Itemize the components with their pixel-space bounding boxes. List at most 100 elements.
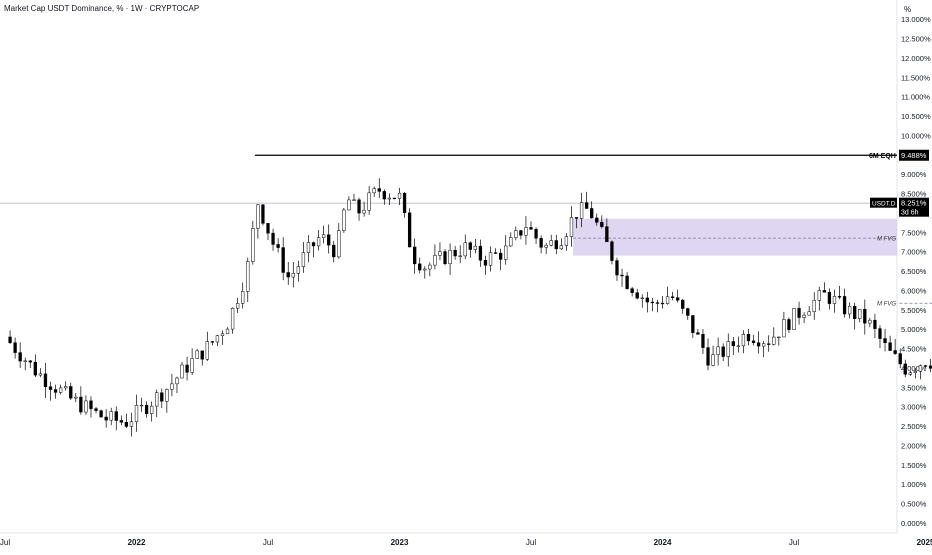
candle <box>873 313 877 339</box>
candle <box>69 382 73 400</box>
candle-body <box>676 297 680 301</box>
candle-body <box>170 383 174 390</box>
candle <box>519 229 523 240</box>
candle <box>230 307 235 334</box>
candle-body <box>48 386 53 390</box>
candle <box>195 348 199 359</box>
x-tick-label: Jul <box>263 538 273 547</box>
candle-body <box>827 291 832 304</box>
candle-body <box>615 260 619 276</box>
candle <box>853 302 857 330</box>
candle-body <box>762 343 766 347</box>
x-tick-label: Jul <box>526 538 536 547</box>
candle-body <box>711 354 715 366</box>
candle <box>251 220 255 265</box>
candle <box>236 297 240 314</box>
candle-body <box>220 333 225 336</box>
y-tick-label: 5.500% <box>901 306 927 315</box>
candle-body <box>109 411 113 421</box>
candle <box>842 288 847 318</box>
candle-body <box>579 202 584 219</box>
candle-body <box>185 364 189 373</box>
candle <box>772 327 776 346</box>
candle <box>600 215 604 229</box>
candle-body <box>625 275 629 289</box>
candle <box>483 255 488 275</box>
candle-body <box>236 303 240 309</box>
candle <box>423 266 427 279</box>
eqh-value-badge <box>899 149 929 161</box>
symbol-badge <box>870 197 897 208</box>
candle-body <box>261 204 265 224</box>
candle-body <box>574 217 579 219</box>
candle-body <box>104 416 108 421</box>
candle <box>165 388 169 413</box>
candle-body <box>347 199 351 211</box>
candle-body <box>448 250 452 265</box>
candle-body <box>529 227 533 230</box>
candle-body <box>595 217 599 223</box>
candle <box>99 409 103 418</box>
candle <box>514 226 518 241</box>
candle-body <box>327 234 331 246</box>
candle <box>534 227 538 244</box>
candle <box>493 248 498 255</box>
candle-body <box>256 204 260 229</box>
eqh-value-label: 9.488% <box>901 151 927 160</box>
candle-body <box>590 208 594 219</box>
candle <box>650 297 655 312</box>
candle-body <box>225 328 230 335</box>
candle-body <box>473 245 478 250</box>
candle-body <box>569 217 574 237</box>
candle <box>590 201 594 219</box>
y-tick-label: 10.500% <box>901 112 931 121</box>
candle-body <box>463 242 467 257</box>
candle <box>817 286 821 311</box>
candle-body <box>847 306 852 315</box>
candle-body <box>746 333 751 342</box>
candle-body <box>23 360 27 362</box>
candle-body <box>842 296 847 315</box>
candle-body <box>357 199 361 214</box>
candle <box>923 364 928 368</box>
candle <box>413 238 417 274</box>
candle-body <box>423 268 427 271</box>
candle-body <box>832 296 837 304</box>
candle <box>64 381 68 391</box>
candle <box>863 299 867 335</box>
fvg-label: M FVG <box>877 302 896 308</box>
candle-body <box>468 242 472 250</box>
candle-body <box>822 290 826 293</box>
candle-body <box>645 297 649 303</box>
candle-body <box>230 307 235 330</box>
candle <box>893 339 897 355</box>
candle <box>701 329 705 354</box>
candle-body <box>64 386 68 389</box>
candle <box>640 294 644 308</box>
candle-body <box>681 299 685 309</box>
candle <box>256 203 260 239</box>
candle-body <box>362 209 366 214</box>
candle <box>296 260 300 282</box>
candle-body <box>726 341 730 357</box>
candle-body <box>79 396 83 413</box>
candle-body <box>660 302 665 305</box>
candle <box>832 289 837 313</box>
candle-body <box>377 188 381 192</box>
candle <box>898 348 902 369</box>
candle-body <box>670 296 675 298</box>
candle <box>124 413 129 429</box>
candle <box>428 262 432 277</box>
candle <box>433 244 437 270</box>
candle-body <box>630 288 634 293</box>
candle-body <box>210 341 215 343</box>
x-tick-label: 2025 <box>917 538 932 547</box>
candle-body <box>696 332 700 335</box>
candle <box>635 288 639 300</box>
candle <box>48 381 53 401</box>
candle <box>190 348 194 376</box>
candle <box>797 301 801 325</box>
candle-body <box>721 346 725 357</box>
candle <box>913 368 918 379</box>
